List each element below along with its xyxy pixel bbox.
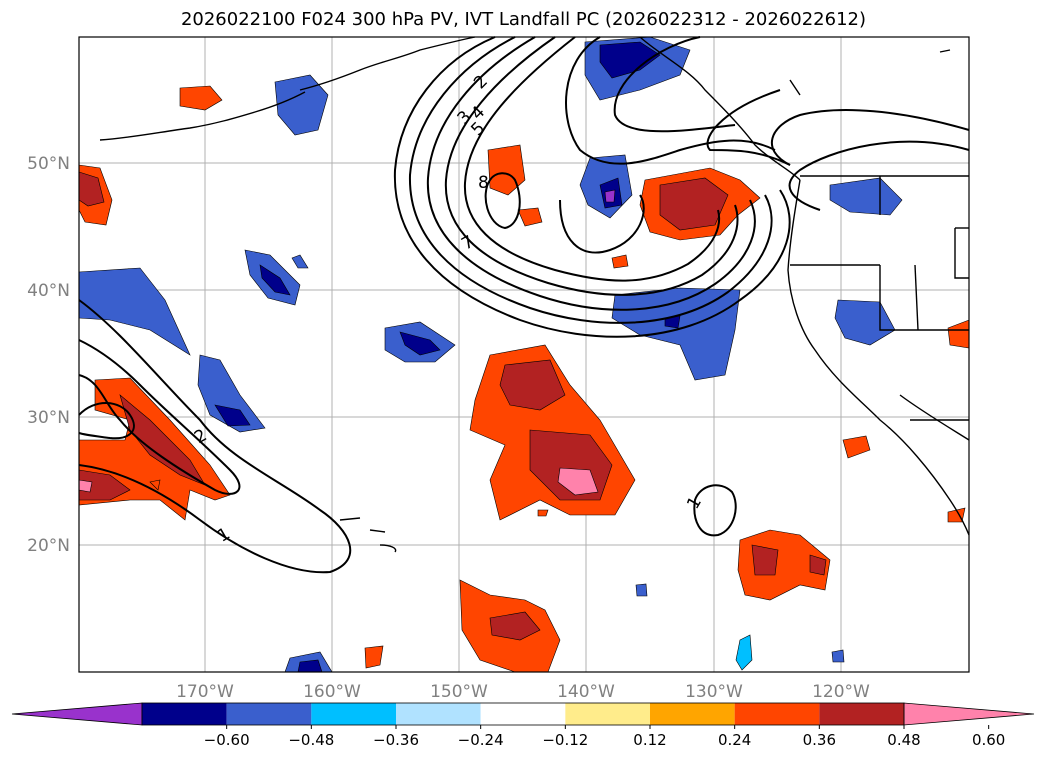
coastlines (99, 36, 970, 553)
colorbar-segment (311, 703, 396, 725)
lat-label: 30°N (27, 408, 70, 428)
ivt-contours (78, 36, 970, 574)
colorbar-segment (734, 703, 820, 725)
lon-label: 170°W (176, 682, 234, 702)
colorbar-extend-low (11, 702, 143, 726)
pv-negative-region (274, 74, 329, 136)
colorbar-label: 0.12 (633, 731, 666, 749)
pv-positive-region (517, 207, 543, 227)
lon-label: 120°W (812, 682, 870, 702)
colorbar-frame (141, 702, 905, 726)
colorbar-segment (480, 703, 566, 725)
pv-negative-region (78, 267, 191, 356)
pv-negative-region (611, 287, 741, 381)
colorbar-extend-high (903, 702, 1035, 726)
colorbar-segment (565, 703, 650, 725)
colorbar-segment (819, 703, 904, 725)
colorbar-label: 0.48 (887, 731, 920, 749)
colorbar-label: −0.24 (458, 731, 504, 749)
pv-positive-region (611, 254, 629, 269)
colorbar-label: −0.60 (204, 731, 250, 749)
pv-negative-region (197, 354, 266, 433)
colorbar-label: 0.24 (718, 731, 751, 749)
colorbar-label: 0.36 (803, 731, 836, 749)
colorbar-label: −0.36 (373, 731, 419, 749)
lon-label: 140°W (557, 682, 615, 702)
pv-positive-region (842, 435, 871, 459)
colorbar-segment (226, 703, 312, 725)
lon-label: 150°W (430, 682, 488, 702)
colorbar-segment (142, 703, 227, 725)
map-title: 2026022100 F024 300 hPa PV, IVT Landfall… (180, 9, 867, 30)
map-panel: 2 3 4 5 8 7 2 1 1 (78, 36, 970, 673)
colorbar-segment (650, 703, 735, 725)
lon-label: 130°W (685, 682, 743, 702)
pv-positive-region (179, 85, 223, 111)
longitude-labels: 170°W 160°W 150°W 140°W 130°W 120°W (176, 682, 870, 702)
latitude-labels: 50°N 40°N 30°N 20°N (27, 154, 70, 556)
colorbar-label: 0.60 (972, 731, 1005, 749)
pv-positive-region (364, 645, 384, 669)
lat-label: 20°N (27, 536, 70, 556)
colorbar-label: −0.48 (288, 731, 334, 749)
lat-label: 50°N (27, 154, 70, 174)
colorbar-segment (396, 703, 481, 725)
colorbar-label: −0.12 (542, 731, 588, 749)
lon-label: 160°W (303, 682, 361, 702)
contour-label: 8 (478, 173, 489, 193)
pv-filled-areas (78, 36, 970, 673)
colorbar: −0.60 −0.48 −0.36 −0.24 −0.12 0.12 0.24 0.36 0.4… (11, 702, 1035, 749)
lat-label: 40°N (27, 281, 70, 301)
